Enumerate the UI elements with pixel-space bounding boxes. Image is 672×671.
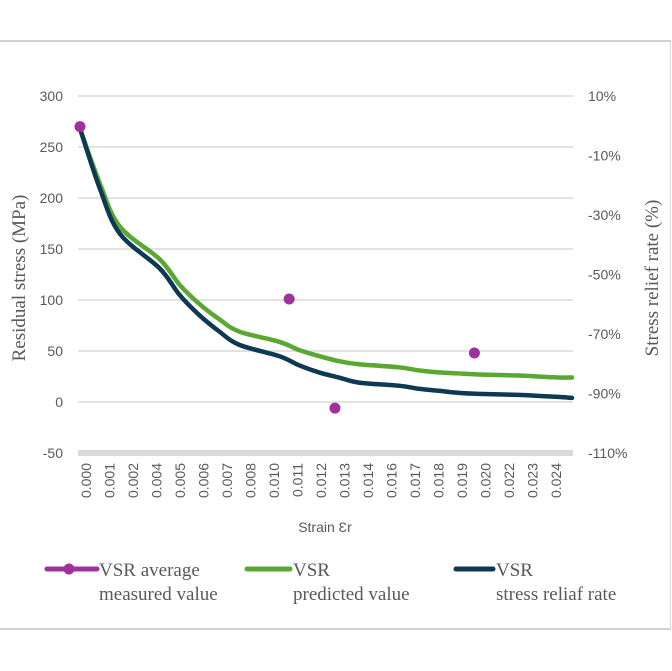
x-axis-title: Strain Ɛr [298, 519, 352, 535]
y-tick-label: 150 [40, 241, 64, 257]
gridlines [78, 95, 573, 456]
x-tick-label: 0.020 [478, 463, 494, 498]
series-layer [74, 121, 575, 414]
data-point-measured [283, 293, 295, 305]
legend-label-relief-rate-line2: stress reliaf rate [496, 584, 616, 605]
y2-tick-label: -50% [588, 267, 621, 283]
y2-axis-title: Stress relief rate (%) [642, 200, 663, 357]
legend-item-measured[interactable]: VSR average measured value [44, 560, 218, 605]
x-tick-label: 0.006 [196, 463, 212, 498]
y2-axis-ticks: 10% -10% -30% -50% -70% -90% -110% [588, 88, 627, 461]
x-tick-label: 0.022 [501, 463, 517, 498]
y2-tick-label: -30% [588, 207, 621, 223]
legend-label-predicted-line1: VSR [293, 560, 330, 581]
legend-label-measured-line2: measured value [99, 584, 218, 605]
x-tick-label: 0.004 [149, 463, 165, 498]
x-tick-label: 0.017 [407, 463, 423, 498]
y-tick-label: 0 [55, 394, 63, 410]
y2-tick-label: -70% [588, 326, 621, 342]
y-axis-ticks: 300 250 200 150 100 50 0 -50 [40, 88, 64, 461]
series-line-predicted [77, 126, 575, 380]
legend-label-predicted-line2: predicted value [293, 584, 410, 605]
legend-item-relief-rate[interactable]: VSR stress reliaf rate [453, 560, 616, 605]
x-tick-label: 0.011 [290, 463, 306, 497]
x-axis-ticks: 0.000 0.001 0.002 0.004 0.005 0.006 0.007 0.008… [78, 463, 564, 498]
x-tick-label: 0.005 [172, 463, 188, 498]
y-tick-label: 250 [40, 139, 64, 155]
x-tick-label: 0.008 [243, 463, 259, 498]
x-tick-label: 0.002 [125, 463, 141, 498]
y2-tick-label: -10% [588, 148, 621, 164]
y2-tick-label: 10% [588, 88, 616, 104]
x-tick-label: 0.013 [337, 463, 353, 498]
y-tick-label: 300 [40, 88, 64, 104]
x-tick-label: 0.018 [431, 463, 447, 498]
x-tick-label: 0.000 [78, 463, 94, 498]
x-tick-label: 0.007 [219, 463, 235, 498]
legend: VSR average measured value VSR predicted… [44, 560, 616, 605]
x-tick-label: 0.012 [313, 463, 329, 498]
y-tick-label: 50 [47, 343, 63, 359]
data-point-measured [74, 121, 86, 133]
chart-frame [0, 40, 671, 630]
x-tick-label: 0.023 [525, 463, 541, 498]
legend-marker-measured [63, 563, 75, 575]
data-point-measured [468, 347, 480, 359]
series-line-relief-rate [77, 126, 575, 401]
y2-tick-label: -110% [588, 445, 627, 461]
x-tick-label: 0.010 [266, 463, 282, 498]
legend-label-measured-line1: VSR average [99, 560, 200, 581]
y-tick-label: -50 [43, 445, 63, 461]
data-point-measured [329, 402, 341, 414]
x-tick-label: 0.001 [102, 463, 118, 498]
legend-label-relief-rate-line1: VSR [496, 560, 533, 581]
x-tick-label: 0.016 [384, 463, 400, 498]
y-tick-label: 200 [40, 190, 64, 206]
legend-item-predicted[interactable]: VSR predicted value [244, 560, 410, 605]
x-tick-label: 0.024 [548, 463, 564, 498]
y-axis-title: Residual stress (MPa) [9, 195, 30, 362]
y2-tick-label: -90% [588, 386, 621, 402]
y-tick-label: 100 [40, 292, 64, 308]
x-tick-label: 0.019 [454, 463, 470, 498]
x-tick-label: 0.014 [360, 463, 376, 498]
